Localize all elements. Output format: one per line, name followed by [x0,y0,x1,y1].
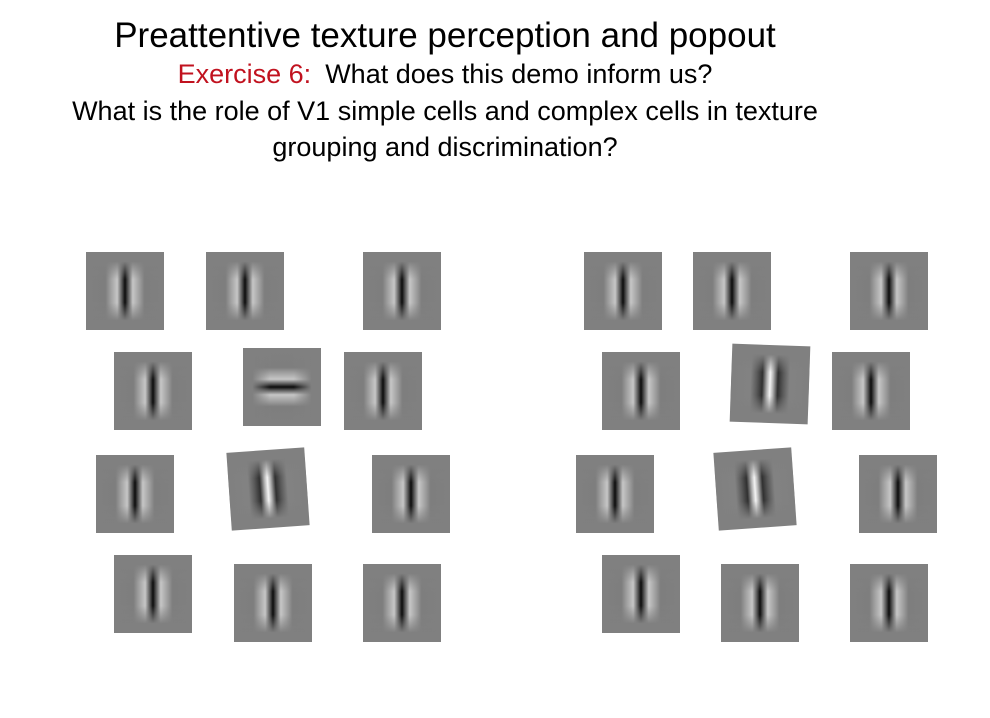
gabor-grating [96,455,174,533]
gabor-patch [226,447,310,531]
gabor-patch [584,252,662,330]
gabor-grating [713,447,797,531]
gabor-grating [859,455,937,533]
gabor-patch [576,455,654,533]
exercise-label: Exercise 6: [177,59,312,89]
left-texture-group [86,252,450,642]
gabor-patch [363,564,441,642]
gabor-grating [206,252,284,330]
gabor-grating [729,343,811,425]
gabor-patch [602,352,680,430]
gabor-patch [713,447,797,531]
gabor-grating [363,564,441,642]
gabor-grating [114,352,192,430]
gabor-patch [693,252,771,330]
gabor-grating [372,455,450,533]
gabor-patch [96,455,174,533]
gabor-patch [86,252,164,330]
gabor-patch [859,455,937,533]
gabor-patch [344,352,422,430]
gabor-grating [363,252,441,330]
gabor-patch [114,352,192,430]
gabor-grating [584,252,662,330]
gabor-grating [721,564,799,642]
exercise-question: What does this demo inform us? [325,59,713,89]
gabor-patch [832,352,910,430]
gabor-grating [850,252,928,330]
right-texture-group [576,252,937,642]
gabor-grating [850,564,928,642]
gabor-patch [243,348,321,426]
gabor-grating [602,555,680,633]
gabor-patch [234,564,312,642]
question-line-2: grouping and discrimination? [272,132,618,162]
gabor-grating [114,555,192,633]
gabor-grating [693,252,771,330]
gabor-patch [721,564,799,642]
gabor-grating [243,348,321,426]
gabor-patch [114,555,192,633]
exercise-heading: Exercise 6: What does this demo inform us… [0,58,890,90]
gabor-patch [850,252,928,330]
gabor-patch [363,252,441,330]
question-line-1: What is the role of V1 simple cells and … [72,96,818,126]
gabor-patch [372,455,450,533]
gabor-grating [234,564,312,642]
gabor-grating [576,455,654,533]
gabor-patch [850,564,928,642]
gabor-patch [602,555,680,633]
gabor-grating [344,352,422,430]
gabor-grating [832,352,910,430]
gabor-patch [206,252,284,330]
gabor-grating [602,352,680,430]
gabor-patch [729,343,811,425]
slide-title: Preattentive texture perception and popo… [114,16,776,55]
gabor-grating [226,447,310,531]
gabor-grating [86,252,164,330]
